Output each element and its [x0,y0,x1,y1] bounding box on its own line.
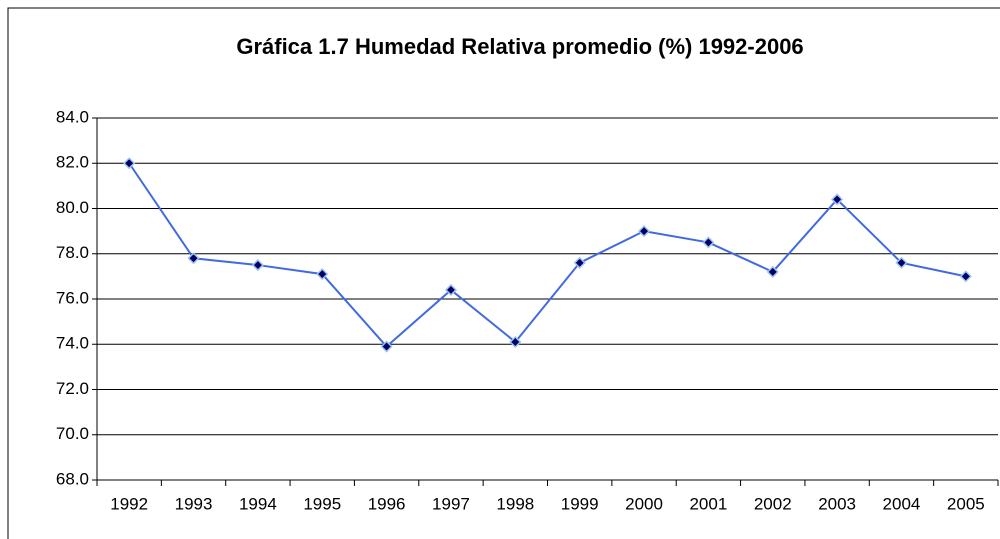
data-marker [509,335,522,349]
data-marker [766,265,779,278]
data-marker [123,157,136,170]
x-tick-label: 2004 [883,494,921,513]
data-marker [380,340,393,353]
data-marker [187,252,200,265]
y-tick-label: 68.0 [56,469,89,488]
y-tick-label: 84.0 [56,107,89,126]
x-tick-label: 1994 [239,494,277,513]
data-marker [831,193,844,206]
x-tick-label: 1992 [110,494,148,513]
y-tick-label: 70.0 [56,424,89,443]
data-marker [959,270,972,283]
y-tick-label: 72.0 [56,379,89,398]
y-tick-label: 74.0 [56,334,89,353]
x-tick-label: 2001 [689,494,727,513]
data-marker [251,259,264,272]
y-tick-label: 78.0 [56,243,89,262]
x-tick-label: 1996 [368,494,406,513]
data-line [128,162,967,348]
x-tick-label: 1999 [561,494,599,513]
data-marker [573,256,586,269]
data-marker [702,236,715,249]
x-tick-label: 2000 [625,494,663,513]
x-tick-label: 2002 [754,494,792,513]
y-tick-label: 76.0 [56,288,89,307]
data-marker [316,268,329,281]
x-tick-label: 1995 [303,494,341,513]
data-marker [895,256,908,269]
x-tick-label: 2003 [818,494,856,513]
data-marker [444,283,458,297]
data-marker [637,225,651,238]
x-tick-label: 1997 [432,494,470,513]
y-tick-label: 82.0 [56,153,89,172]
x-tick-label: 1993 [175,494,213,513]
x-tick-label: 1998 [496,494,534,513]
y-tick-label: 80.0 [56,198,89,217]
chart-border [7,7,1000,539]
x-tick-label: 2005 [947,494,985,513]
chart-title: Gráfica 1.7 Humedad Relativa promedio (%… [236,34,803,59]
